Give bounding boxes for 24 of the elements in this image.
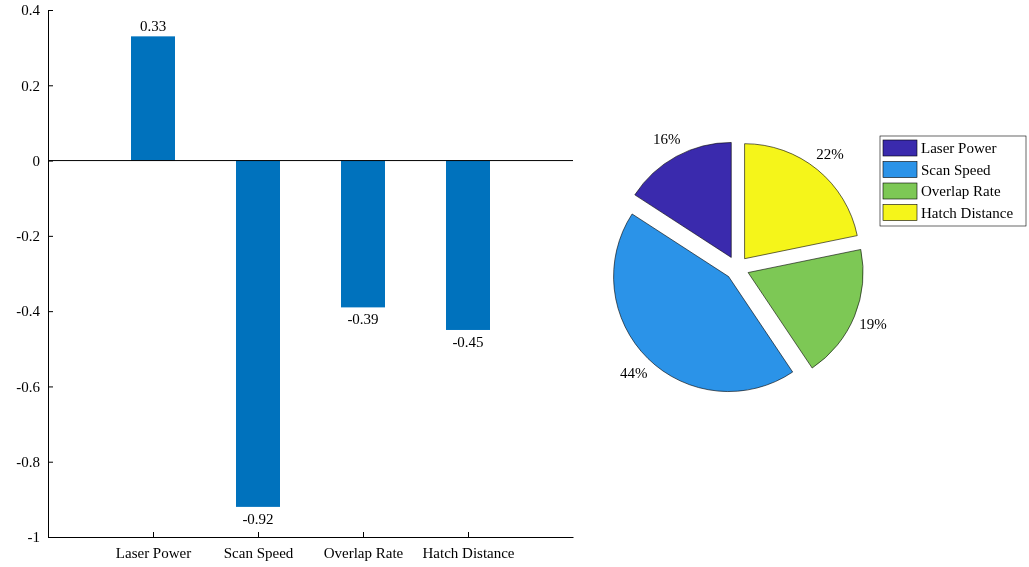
- data-label: -0.39: [347, 311, 379, 328]
- data-label: 19%: [859, 315, 887, 332]
- y-tick-label: -0.6: [16, 378, 41, 395]
- data-label: 22%: [816, 146, 844, 163]
- y-tick-label: -0.4: [16, 303, 41, 320]
- data-label: -0.92: [242, 510, 274, 527]
- y-tick-label: -0.8: [16, 454, 40, 471]
- legend-label: Hatch Distance: [921, 204, 1014, 221]
- y-tick-label: -1: [27, 529, 40, 546]
- y-tick-label: -0.2: [16, 228, 40, 245]
- x-tick-label: Scan Speed: [223, 544, 294, 561]
- y-tick-label: 0.2: [21, 77, 40, 94]
- data-label: 16%: [653, 130, 681, 147]
- legend-label: Overlap Rate: [921, 183, 1001, 199]
- x-tick-label: Overlap Rate: [323, 544, 404, 561]
- y-tick-label: 0.4: [21, 2, 41, 19]
- legend-label: Scan Speed: [921, 161, 992, 178]
- legend-label: Laser Power: [921, 140, 997, 156]
- x-tick-label: Hatch Distance: [422, 544, 515, 561]
- y-tick-label: 0: [32, 152, 40, 169]
- x-tick-label: Laser Power: [115, 544, 192, 561]
- data-label: 0.33: [139, 18, 167, 35]
- data-label: 44%: [620, 364, 648, 381]
- data-label: -0.45: [452, 333, 484, 350]
